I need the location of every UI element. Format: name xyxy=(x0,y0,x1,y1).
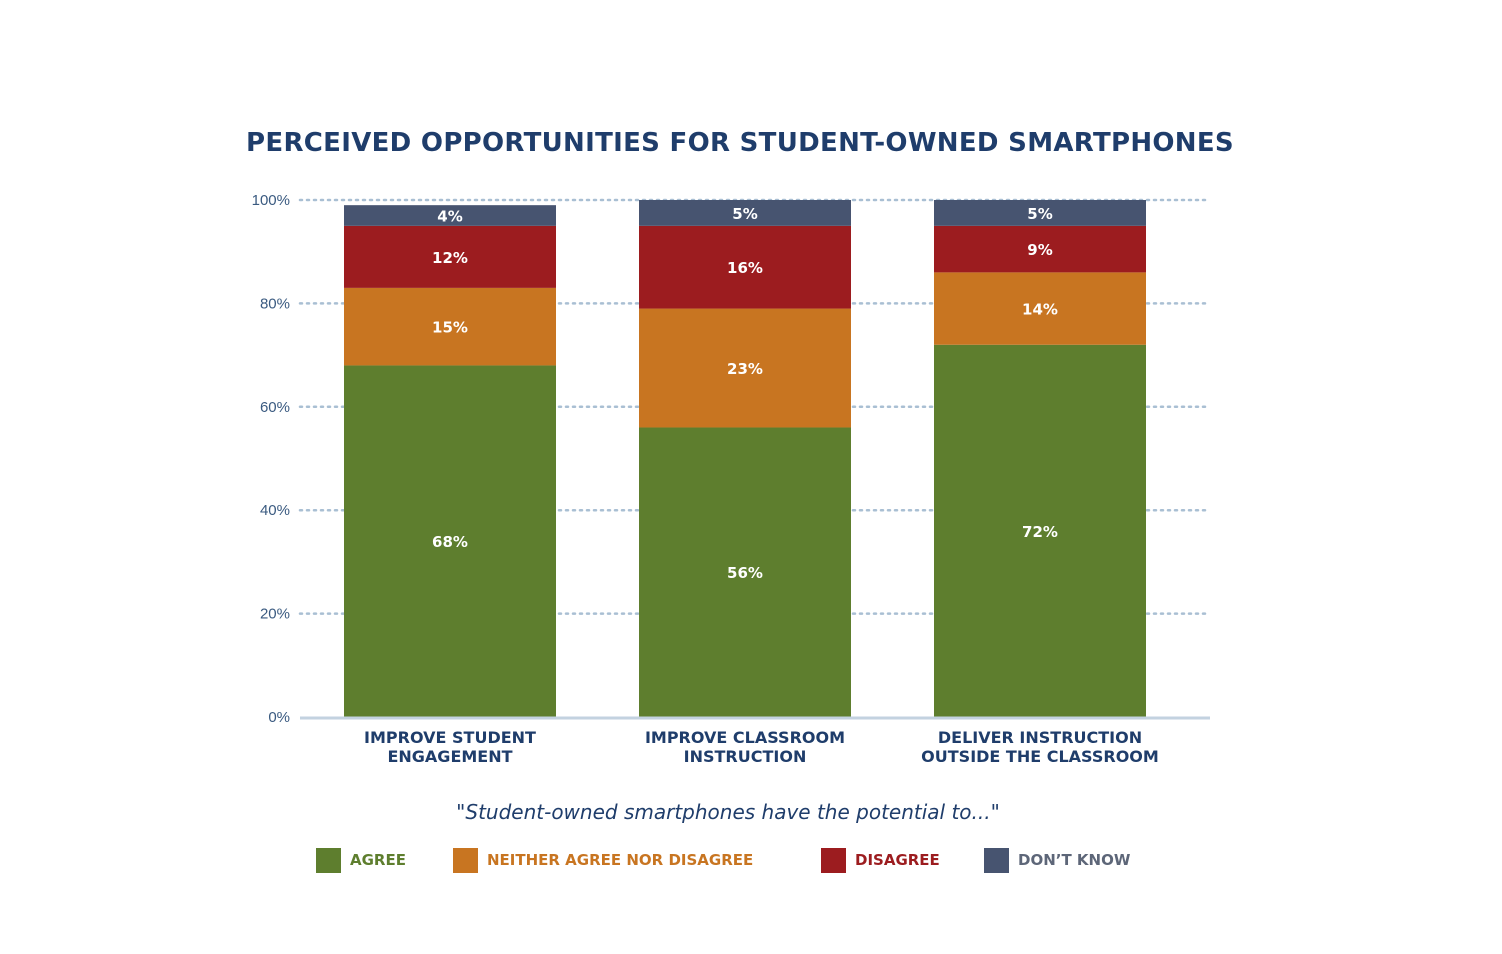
data-label: 23% xyxy=(727,360,763,378)
y-tick-label: 60% xyxy=(260,399,290,416)
bar-segment-neither-agree-nor-disagree xyxy=(344,287,556,366)
bar-segment-neither-agree-nor-disagree xyxy=(934,272,1146,345)
data-label: 12% xyxy=(432,249,468,267)
chart-subtitle: "Student-owned smartphones have the pote… xyxy=(456,800,1000,824)
data-label: 9% xyxy=(1027,241,1052,259)
data-label: 14% xyxy=(1022,301,1058,319)
bars: 68% 15% 12% 4% 56% 23% 16% 5% 72% 14% 9% 5% xyxy=(344,200,1146,717)
y-tick-label: 0% xyxy=(268,709,290,726)
bar-segment-agree xyxy=(934,344,1146,717)
data-label: 5% xyxy=(1027,205,1052,223)
data-label: 4% xyxy=(437,208,462,226)
legend-label: NEITHER AGREE NOR DISAGREE xyxy=(487,851,754,869)
bar-segment-don-t-know xyxy=(639,200,851,226)
data-label: 5% xyxy=(732,205,757,223)
bar-segment-don-t-know xyxy=(344,205,556,226)
bar-segment-disagree xyxy=(934,225,1146,273)
bar-segment-neither-agree-nor-disagree xyxy=(639,308,851,428)
y-tick-label: 100% xyxy=(252,192,290,209)
legend-swatch xyxy=(316,847,341,873)
axes: 0% 20% 40% 60% 80% 100% IMPROVE STUDENTENGAGEM… xyxy=(252,192,1210,766)
category-label: OUTSIDE THE CLASSROOM xyxy=(921,747,1159,766)
legend-label: DON’T KNOW xyxy=(1018,851,1131,869)
legend-item: DON’T KNOW xyxy=(984,846,1130,874)
y-tick-label: 80% xyxy=(260,295,290,312)
legend-swatch xyxy=(984,847,1009,873)
bar-segment-disagree xyxy=(344,225,556,288)
data-label: 56% xyxy=(727,564,763,582)
category-label: INSTRUCTION xyxy=(684,747,807,766)
category-label: IMPROVE CLASSROOM xyxy=(645,728,845,747)
category-label: IMPROVE STUDENT xyxy=(364,728,536,747)
chart-title: PERCEIVED OPPORTUNITIES FOR STUDENT-OWNE… xyxy=(246,128,1234,158)
category-label: DELIVER INSTRUCTION xyxy=(938,728,1142,747)
legend-item: AGREE xyxy=(316,846,406,874)
y-tick-label: 20% xyxy=(260,606,290,623)
legend: AGREE NEITHER AGREE NOR DISAGREE DISAGREE D… xyxy=(0,846,1502,876)
data-label: 68% xyxy=(432,533,468,551)
bar-segment-agree xyxy=(344,365,556,717)
category-label: ENGAGEMENT xyxy=(387,747,512,766)
legend-swatch xyxy=(821,847,846,873)
legend-label: DISAGREE xyxy=(855,851,940,869)
bar-segment-disagree xyxy=(639,225,851,309)
data-label: 72% xyxy=(1022,523,1058,541)
data-label: 15% xyxy=(432,319,468,337)
legend-item: NEITHER AGREE NOR DISAGREE xyxy=(453,846,753,874)
y-tick-label: 40% xyxy=(260,502,290,519)
data-label: 16% xyxy=(727,259,763,277)
legend-item: DISAGREE xyxy=(821,846,940,874)
legend-label: AGREE xyxy=(350,851,406,869)
bar-segment-agree xyxy=(639,427,851,717)
legend-swatch xyxy=(453,847,478,873)
bar-segment-don-t-know xyxy=(934,200,1146,226)
